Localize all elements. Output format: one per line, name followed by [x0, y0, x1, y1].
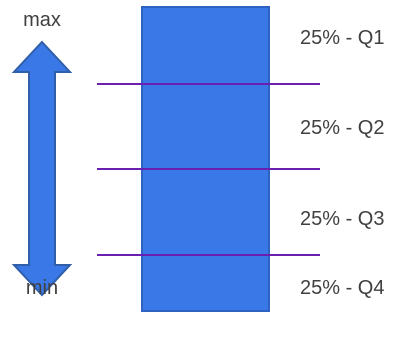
quartile-label-q4: 25% - Q4: [300, 277, 384, 299]
quartile-label-q1: 25% - Q1: [300, 27, 384, 49]
max-label: max: [23, 9, 61, 31]
quartile-label-q3: 25% - Q3: [300, 208, 384, 230]
value-range-box: [141, 6, 270, 312]
double-headed-vertical-arrow-icon: [11, 40, 73, 297]
min-label: min: [26, 277, 58, 299]
quartile-label-q2: 25% - Q2: [300, 117, 384, 139]
